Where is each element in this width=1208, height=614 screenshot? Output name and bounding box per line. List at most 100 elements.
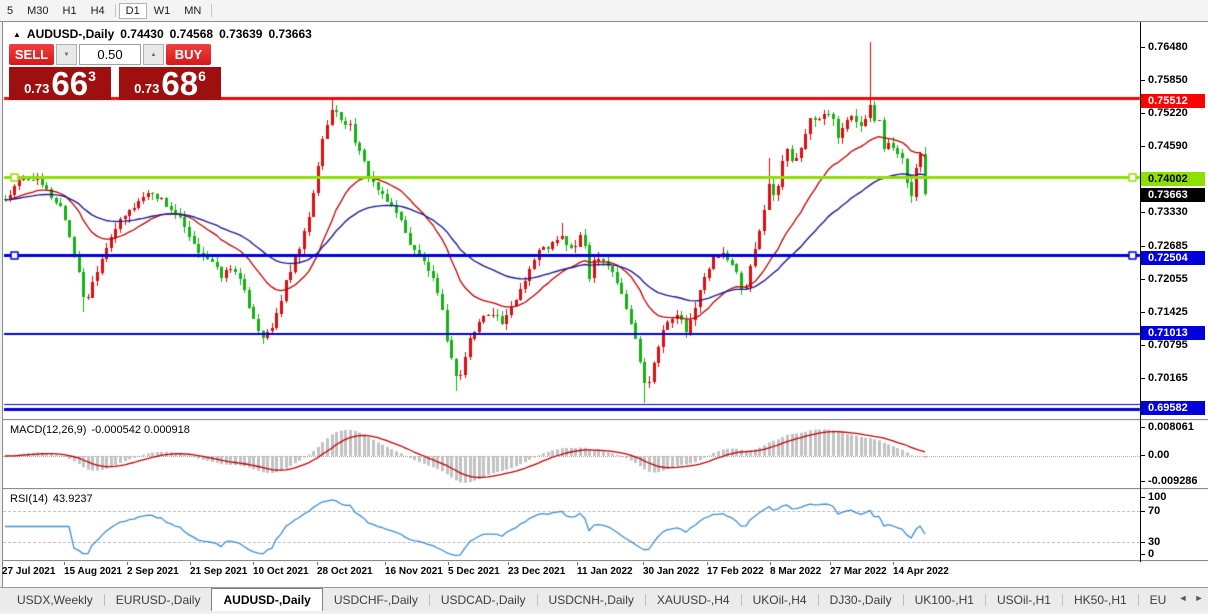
price-axis-tick (1141, 378, 1145, 379)
price-badge-069582: 0.69582 (1141, 401, 1205, 415)
price-badge-071013: 0.71013 (1141, 326, 1205, 340)
timeframe-button-5[interactable]: 5 (7, 4, 14, 17)
price-badge-073663: 0.73663 (1141, 188, 1205, 202)
tab-separator (644, 593, 646, 606)
date-label: 23 Dec 2021 (508, 566, 566, 577)
price-axis-tick (1141, 246, 1145, 247)
date-label: 16 Nov 2021 (385, 566, 443, 577)
tab-xauusd-h4[interactable]: XAUUSD-,H4 (656, 592, 730, 607)
rsi-axis-label: 30 (1148, 536, 1161, 548)
panel-splitter[interactable] (3, 419, 1208, 420)
tab-separator (103, 593, 105, 606)
panel-splitter-gap (3, 420, 1208, 421)
tab-eurusd-daily[interactable]: EURUSD-,Daily (115, 592, 201, 607)
sell-button[interactable]: SELL (9, 44, 54, 65)
date-axis-tick (190, 562, 191, 565)
macd-name: MACD(12,26,9) (10, 424, 87, 436)
tab-audusd-daily[interactable]: AUDUSD-,Daily (211, 588, 323, 611)
panel-splitter[interactable] (3, 488, 1208, 489)
price-axis-line (1140, 22, 1141, 562)
timeframe-button-mn[interactable]: MN (184, 4, 202, 17)
date-label: 14 Apr 2022 (893, 566, 949, 577)
date-label: 21 Sep 2021 (190, 566, 248, 577)
date-label: 27 Mar 2022 (830, 566, 887, 577)
price-axis-label: 0.75220 (1148, 107, 1188, 119)
price-badge-074002: 0.74002 (1141, 172, 1205, 186)
trade-panel-prices: 0.73 66 3 0.73 68 6 (9, 67, 221, 100)
tab-usdx-weekly[interactable]: USDX,Weekly (17, 592, 93, 607)
tab-separator (1061, 593, 1063, 606)
price-axis-label: 0.75850 (1148, 74, 1188, 86)
tab-separator (536, 593, 538, 606)
timeframe-button-m30[interactable]: M30 (27, 4, 49, 17)
price-badge-075512: 0.75512 (1141, 94, 1205, 108)
one-click-trade-panel: SELL ▼ ▲ BUY 0.73 66 3 0.73 68 6 (9, 44, 221, 100)
date-axis-tick (577, 562, 578, 565)
rsi-axis-tick (1141, 542, 1145, 543)
volume-decrease-button[interactable]: ▼ (56, 44, 77, 65)
panel-splitter[interactable] (3, 560, 1208, 561)
price-axis-label: 0.72055 (1148, 273, 1188, 285)
price-axis-label: 0.73330 (1148, 206, 1188, 218)
timeframe-button-d1[interactable]: D1 (118, 2, 147, 19)
buy-button[interactable]: BUY (166, 44, 211, 65)
price-badge-072504: 0.72504 (1141, 251, 1205, 265)
timeframe-button-h1[interactable]: H1 (62, 4, 77, 17)
ohlc-close: 0.73663 (268, 27, 312, 41)
rsi-axis-tick (1141, 554, 1145, 555)
timeframe-toolbar: 5 M30 H1 H4 D1 W1 MN (0, 0, 1208, 21)
rsi-axis-tick (1141, 497, 1145, 498)
tab-usdchf-daily[interactable]: USDCHF-,Daily (333, 592, 418, 607)
date-axis-tick (64, 562, 65, 565)
price-axis-label: 0.71425 (1148, 306, 1188, 318)
price-axis-label: 0.70165 (1148, 372, 1188, 384)
macd-values: -0.000542 0.000918 (91, 424, 190, 436)
tab-eu[interactable]: EU (1149, 592, 1167, 607)
date-label: 30 Jan 2022 (643, 566, 700, 577)
macd-indicator-canvas[interactable] (0, 421, 1141, 488)
tab-uk100-h1[interactable]: UK100-,H1 (914, 592, 974, 607)
rsi-axis-label: 70 (1148, 505, 1161, 517)
sell-price-box[interactable]: 0.73 66 3 (9, 67, 111, 100)
tab-usdcnh-daily[interactable]: USDCNH-,Daily (548, 592, 634, 607)
sell-price-sup: 3 (88, 68, 96, 84)
volume-input[interactable] (79, 44, 141, 65)
timeframe-button-h4[interactable]: H4 (90, 4, 105, 17)
macd-axis-tick (1141, 427, 1145, 428)
price-axis-label: 0.76480 (1148, 41, 1188, 53)
trade-panel-controls: SELL ▼ ▲ BUY (9, 44, 221, 65)
date-label: 8 Mar 2022 (770, 566, 822, 577)
rsi-value: 43.9237 (52, 493, 93, 505)
price-axis-tick (1141, 80, 1145, 81)
tab-usoil-h1[interactable]: USOil-,H1 (996, 592, 1051, 607)
rsi-indicator-canvas[interactable] (0, 490, 1141, 560)
price-axis-tick (1141, 345, 1145, 346)
rsi-axis-label: 100 (1148, 491, 1167, 503)
tab-dj30-daily[interactable]: DJ30-,Daily (829, 592, 892, 607)
macd-axis-tick (1141, 455, 1145, 456)
date-axis-tick (127, 562, 128, 565)
date-label: 17 Feb 2022 (707, 566, 764, 577)
price-axis-tick (1141, 113, 1145, 114)
buy-price-box[interactable]: 0.73 68 6 (119, 67, 221, 100)
date-axis-tick (253, 562, 254, 565)
ohlc-low: 0.73639 (219, 27, 263, 41)
date-axis-tick (385, 562, 386, 565)
date-label: 11 Jan 2022 (577, 566, 633, 577)
tab-separator (740, 593, 742, 606)
panel-splitter-gap (3, 561, 1208, 562)
tab-hk50-h1[interactable]: HK50-,H1 (1073, 592, 1127, 607)
tab-usdcad-daily[interactable]: USDCAD-,Daily (440, 592, 526, 607)
tab-ukoil-h4[interactable]: UKOil-,H4 (752, 592, 807, 607)
volume-increase-button[interactable]: ▲ (143, 44, 164, 65)
date-axis-tick (830, 562, 831, 565)
date-axis-tick (707, 562, 708, 565)
rsi-axis-label: 0 (1148, 548, 1155, 560)
tab-separator (1137, 593, 1139, 606)
tab-scroll-left-icon[interactable]: ◄ (1178, 593, 1188, 603)
tab-scroll-buttons: ◄ ► (1177, 591, 1205, 605)
timeframe-button-w1[interactable]: W1 (153, 4, 171, 17)
tab-scroll-right-icon[interactable]: ► (1194, 593, 1204, 603)
date-label: 10 Oct 2021 (253, 566, 309, 577)
